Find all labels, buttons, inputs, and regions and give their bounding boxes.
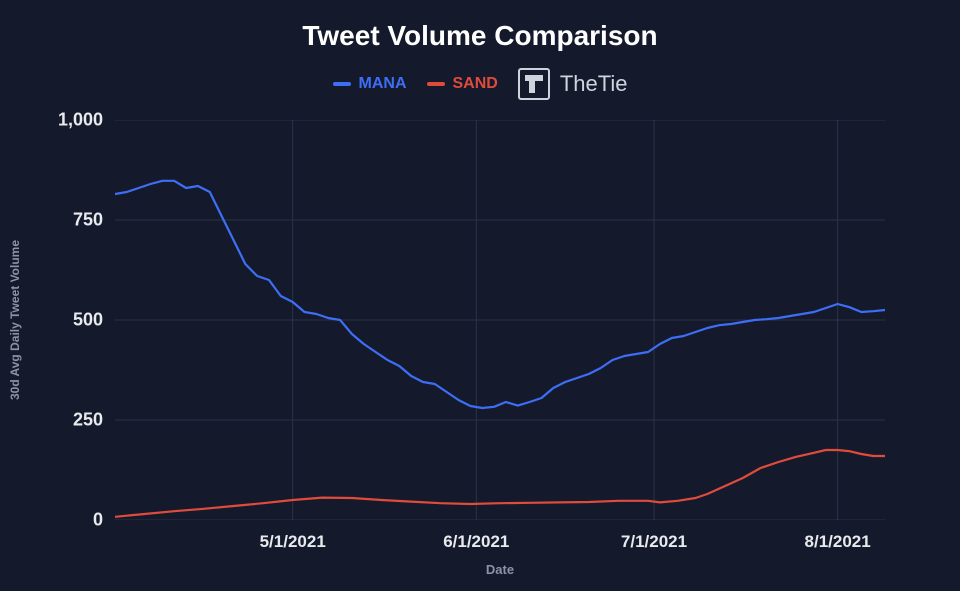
brand-label: TheTie <box>560 71 628 97</box>
y-tick: 1,000 <box>58 110 115 131</box>
legend-item-sand: SAND <box>427 75 498 93</box>
legend-swatch-mana <box>333 82 351 86</box>
y-tick: 750 <box>73 210 115 231</box>
legend-swatch-sand <box>427 82 445 86</box>
legend: MANA SAND TheTie <box>0 68 960 100</box>
plot-svg <box>115 120 885 520</box>
x-tick: 7/1/2021 <box>621 520 687 552</box>
x-tick: 6/1/2021 <box>443 520 509 552</box>
legend-label-mana: MANA <box>359 75 407 93</box>
x-tick: 8/1/2021 <box>805 520 871 552</box>
brand: TheTie <box>518 68 628 100</box>
chart-container: Tweet Volume Comparison MANA SAND TheTie… <box>0 0 960 591</box>
thetie-logo-icon <box>518 68 550 100</box>
x-tick: 5/1/2021 <box>260 520 326 552</box>
chart-title: Tweet Volume Comparison <box>0 20 960 52</box>
y-tick: 0 <box>93 510 115 531</box>
series-line-mana <box>115 181 885 408</box>
legend-item-mana: MANA <box>333 75 407 93</box>
x-axis-label: Date <box>486 562 514 577</box>
legend-label-sand: SAND <box>453 75 498 93</box>
plot-area: 02505007501,0005/1/20216/1/20217/1/20218… <box>115 120 885 520</box>
y-tick: 500 <box>73 310 115 331</box>
y-tick: 250 <box>73 410 115 431</box>
y-axis-label: 30d Avg Daily Tweet Volume <box>8 240 22 400</box>
series-line-sand <box>115 450 885 517</box>
